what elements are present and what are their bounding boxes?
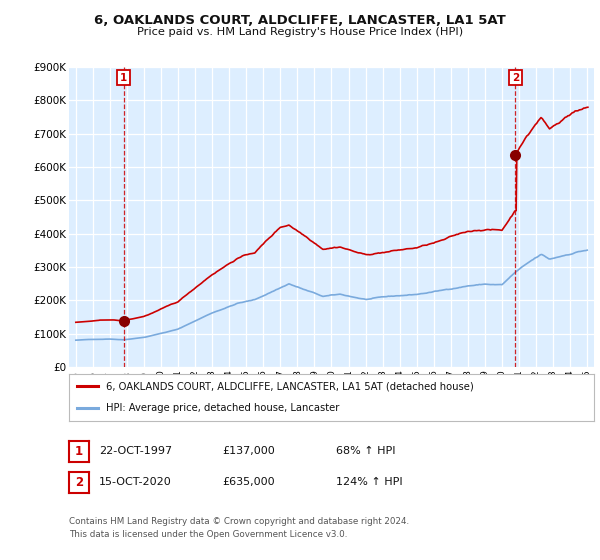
Text: Contains HM Land Registry data © Crown copyright and database right 2024.: Contains HM Land Registry data © Crown c…: [69, 517, 409, 526]
Text: This data is licensed under the Open Government Licence v3.0.: This data is licensed under the Open Gov…: [69, 530, 347, 539]
Text: 6, OAKLANDS COURT, ALDCLIFFE, LANCASTER, LA1 5AT: 6, OAKLANDS COURT, ALDCLIFFE, LANCASTER,…: [94, 14, 506, 27]
Text: Price paid vs. HM Land Registry's House Price Index (HPI): Price paid vs. HM Land Registry's House …: [137, 27, 463, 37]
Text: 2: 2: [512, 73, 519, 83]
Text: 1: 1: [75, 445, 83, 458]
Text: £635,000: £635,000: [222, 477, 275, 487]
Text: 68% ↑ HPI: 68% ↑ HPI: [336, 446, 395, 456]
Text: 1: 1: [120, 73, 127, 83]
Text: 124% ↑ HPI: 124% ↑ HPI: [336, 477, 403, 487]
Text: HPI: Average price, detached house, Lancaster: HPI: Average price, detached house, Lanc…: [106, 403, 339, 413]
Text: 6, OAKLANDS COURT, ALDCLIFFE, LANCASTER, LA1 5AT (detached house): 6, OAKLANDS COURT, ALDCLIFFE, LANCASTER,…: [106, 381, 473, 391]
Text: 2: 2: [75, 475, 83, 489]
Text: £137,000: £137,000: [222, 446, 275, 456]
Text: 15-OCT-2020: 15-OCT-2020: [99, 477, 172, 487]
Text: 22-OCT-1997: 22-OCT-1997: [99, 446, 172, 456]
